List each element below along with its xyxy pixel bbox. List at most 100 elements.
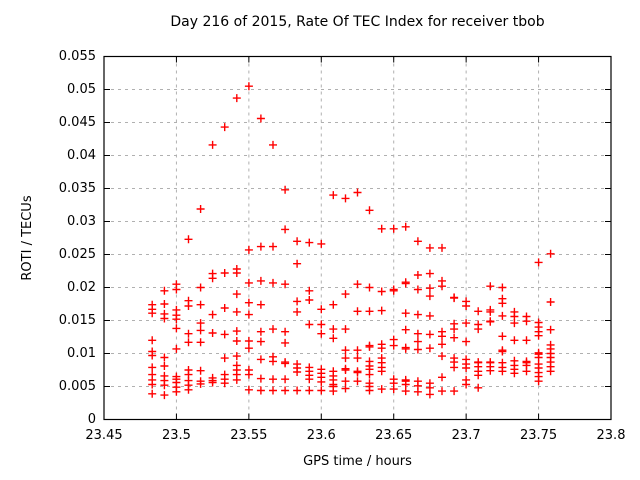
data-point-marker — [220, 269, 229, 277]
data-point-marker — [160, 381, 169, 390]
data-point-marker — [293, 368, 302, 376]
data-point-marker — [425, 243, 434, 252]
data-point-marker — [293, 386, 302, 395]
data-point-marker — [256, 276, 265, 285]
data-point-marker — [365, 386, 374, 395]
data-point-marker — [232, 94, 241, 103]
data-point-marker — [413, 310, 422, 319]
data-point-marker — [474, 307, 483, 316]
data-point-marker — [498, 347, 507, 356]
data-point-marker — [172, 285, 181, 294]
data-point-marker — [341, 325, 350, 334]
data-point-marker — [413, 337, 422, 346]
data-point-marker — [425, 330, 434, 339]
data-point-marker — [256, 386, 265, 395]
data-point-marker — [317, 239, 326, 248]
data-point-marker — [365, 206, 374, 215]
data-point-marker — [438, 387, 446, 396]
data-point-marker — [305, 286, 314, 295]
data-point-marker — [498, 299, 507, 308]
data-point-marker — [401, 325, 410, 334]
x-tick-label: 23.7 — [451, 428, 481, 443]
data-point-marker — [377, 306, 386, 315]
data-point-marker — [546, 325, 555, 334]
data-point-marker — [196, 326, 205, 335]
y-tick-label: 0.04 — [67, 147, 96, 163]
data-point-marker — [220, 330, 229, 339]
y-tick-label: 0 — [87, 411, 96, 427]
data-point-marker — [365, 307, 374, 316]
data-point-marker — [401, 344, 410, 353]
data-point-marker — [389, 224, 398, 233]
data-point-marker — [353, 354, 362, 363]
y-tick-label: 0.035 — [58, 180, 96, 196]
data-point-marker — [341, 290, 350, 299]
data-point-marker — [184, 329, 193, 338]
data-point-marker — [244, 82, 253, 91]
data-point-marker — [534, 377, 543, 386]
data-point-marker — [160, 286, 169, 295]
data-point-marker — [293, 259, 302, 268]
data-point-marker — [232, 290, 241, 299]
data-point-marker — [244, 278, 253, 287]
data-point-marker — [401, 387, 410, 396]
data-point-marker — [232, 269, 241, 277]
data-point-marker — [172, 324, 181, 333]
x-tick-label: 23.6 — [306, 428, 336, 443]
data-point-marker — [196, 338, 205, 347]
data-point-marker — [522, 336, 531, 345]
y-tick-label: 0.005 — [58, 378, 96, 394]
data-point-marker — [486, 366, 495, 375]
data-point-marker — [208, 310, 217, 319]
y-tick-label: 0.015 — [58, 312, 96, 328]
data-point-marker — [425, 390, 434, 399]
y-tick-label: 0.025 — [58, 246, 96, 262]
data-point-marker — [148, 389, 157, 398]
data-point-marker — [534, 331, 543, 340]
data-point-marker — [329, 300, 338, 309]
data-point-marker — [341, 354, 350, 363]
data-point-marker — [377, 385, 386, 394]
data-point-marker — [329, 191, 338, 200]
data-point-marker — [232, 327, 241, 336]
data-point-marker — [534, 258, 543, 267]
data-point-marker — [546, 367, 555, 376]
data-point-marker — [256, 374, 265, 383]
data-point-marker — [256, 337, 265, 346]
data-point-marker — [365, 370, 374, 379]
data-point-marker — [256, 242, 265, 251]
data-point-marker — [269, 278, 277, 287]
data-point-marker — [269, 386, 277, 395]
data-point-marker — [377, 344, 386, 353]
data-point-marker — [341, 377, 350, 386]
data-point-marker — [329, 334, 338, 343]
data-point-marker — [269, 375, 277, 384]
data-point-marker — [208, 378, 217, 387]
x-tick-label: 23.45 — [85, 428, 123, 443]
data-point-marker — [244, 385, 253, 394]
data-point-marker — [244, 298, 253, 307]
data-point-marker — [341, 194, 350, 203]
chart-title: Day 216 of 2015, Rate Of TEC Index for r… — [170, 14, 545, 30]
data-point-marker — [438, 340, 446, 349]
data-point-marker — [148, 336, 157, 345]
data-point-marker — [281, 359, 290, 368]
data-point-marker — [510, 369, 519, 378]
data-point-marker — [256, 355, 265, 364]
x-axis-label: GPS time / hours — [303, 454, 412, 469]
data-point-marker — [305, 320, 314, 329]
data-point-marker — [329, 325, 338, 334]
data-point-marker — [546, 298, 555, 306]
data-point-marker — [450, 363, 459, 372]
data-point-marker — [425, 269, 434, 278]
data-point-marker — [425, 284, 434, 293]
data-point-marker — [498, 367, 507, 376]
data-point-marker — [160, 314, 169, 323]
data-point-marker — [256, 114, 265, 123]
data-point-marker — [389, 385, 398, 394]
x-tick-label: 23.5 — [161, 428, 191, 443]
data-point-marker — [474, 371, 483, 380]
data-point-marker — [329, 387, 338, 396]
data-point-marker — [462, 337, 471, 346]
